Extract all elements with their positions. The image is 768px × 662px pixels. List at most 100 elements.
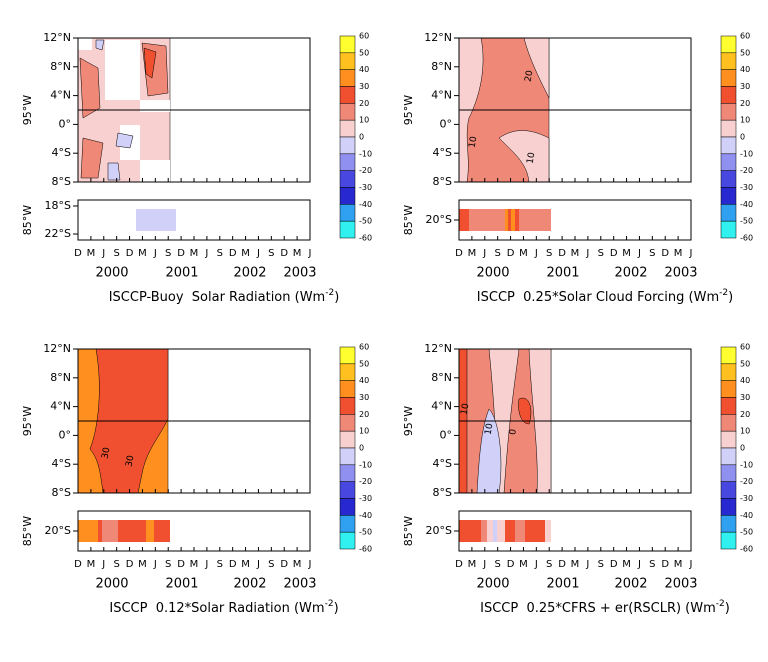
y-tick-label: 20°S (45, 524, 71, 537)
strip-cell (525, 520, 545, 542)
colorbar-label: 30 (359, 82, 369, 91)
x-tick-label: J (153, 248, 157, 259)
colorbar-label: 20 (740, 99, 750, 108)
contour-fill (518, 397, 532, 425)
colorbar-cell (720, 531, 737, 550)
y-tick-label: 8°S (52, 486, 71, 499)
x-tick-label: J (153, 559, 157, 570)
x-tick-label: D (126, 559, 134, 570)
x-tick-label: M (190, 559, 199, 570)
colorbar-cell (339, 481, 356, 499)
colorbar-cell (339, 69, 356, 87)
colorbar-label: 10 (359, 427, 369, 436)
x-tick-label: S (494, 559, 500, 570)
title-text: ISCCP 0.12*Solar Radiation (Wm (109, 601, 324, 616)
x-tick-label: S (268, 559, 274, 570)
colorbar-label: -20 (740, 477, 753, 486)
x-tick-label: J (585, 248, 589, 259)
strip-cell (481, 520, 487, 542)
colorbar-label: 60 (359, 32, 369, 41)
map-ylabel: 95°W (21, 406, 34, 436)
colorbar-cell (339, 187, 356, 205)
colorbar-cell (720, 170, 737, 188)
colorbar-label: 40 (359, 376, 369, 385)
colorbar-cell (339, 515, 356, 533)
x-tick-label: D (507, 559, 515, 570)
y-tick-label: 8°N (431, 60, 452, 73)
colorbar-label: -10 (359, 149, 372, 158)
colorbar-label: -30 (740, 183, 753, 192)
x-tick-label: D (455, 559, 463, 570)
year-label: 2003 (283, 577, 316, 592)
strip-cell (505, 209, 508, 231)
colorbar-label: 30 (740, 393, 750, 402)
x-tick-label: S (649, 248, 655, 259)
y-tick-label: 12°N (424, 342, 452, 355)
colorbar-label: 50 (740, 359, 750, 368)
colorbar-cell (339, 86, 356, 104)
map-ylabel: 95°W (21, 95, 34, 125)
x-tick-label: D (74, 248, 82, 259)
colorbar-cell (720, 430, 737, 449)
colorbar-label: -10 (740, 149, 753, 158)
colorbar-label: 40 (740, 65, 750, 74)
colorbar-label: 40 (740, 376, 750, 385)
y-tick-label: 20°S (426, 524, 452, 537)
title-close: ) (334, 290, 339, 305)
strip-cell (78, 520, 98, 542)
strip-ylabel: 85°W (402, 205, 415, 235)
colorbar-label: 50 (359, 48, 369, 57)
colorbar-label: -20 (359, 166, 372, 175)
colorbar-label: -40 (359, 200, 372, 209)
colorbar-cell (339, 119, 356, 138)
colorbar-cell (339, 498, 356, 516)
colorbar-label: 10 (740, 427, 750, 436)
title-text: ISCCP 0.25*CFRS + er(RSCLR) (Wm (480, 601, 716, 616)
x-tick-label: M (190, 248, 199, 259)
colorbar-cell (720, 204, 737, 222)
x-tick-label: M (138, 559, 147, 570)
colorbar-label: 20 (359, 410, 369, 419)
x-tick-label: D (610, 248, 618, 259)
colorbar-cell (720, 187, 737, 205)
title-close: ) (725, 601, 730, 616)
colorbar-label: -40 (359, 511, 372, 520)
colorbar-cell (720, 464, 737, 482)
colorbar-label: 50 (740, 48, 750, 57)
colorbar-cell (339, 220, 356, 239)
contour-label: 20 (524, 69, 536, 82)
y-tick-label: 0° (59, 428, 72, 441)
colorbar-cell (339, 170, 356, 188)
x-tick-label: D (229, 248, 237, 259)
colorbar-cell (720, 346, 737, 365)
x-tick-label: S (546, 559, 552, 570)
colorbar-cell (720, 447, 737, 466)
x-tick-label: M (571, 559, 580, 570)
colorbar-cell (720, 515, 737, 533)
map-ylabel: 95°W (402, 406, 415, 436)
year-label: 2001 (165, 266, 198, 281)
x-tick-label: J (204, 248, 208, 259)
colorbar-cell (720, 397, 737, 415)
strip-cell (98, 520, 102, 542)
contour-label: 10 (468, 135, 480, 148)
x-tick-label: S (598, 559, 604, 570)
colorbar-label: 10 (740, 116, 750, 125)
colorbar-label: 0 (359, 444, 364, 453)
strip-cell (459, 209, 469, 231)
x-tick-label: J (637, 248, 641, 259)
strip-cell (545, 520, 551, 542)
x-tick-label: D (507, 248, 515, 259)
contour-fill (79, 57, 101, 119)
y-tick-label: 8°S (52, 175, 71, 188)
colorbar-cell (339, 35, 356, 54)
x-tick-label: J (256, 248, 260, 259)
colorbar-label: -10 (359, 460, 372, 469)
colorbar-label: -20 (359, 477, 372, 486)
colorbar-cell (720, 69, 737, 87)
strip-cell (515, 209, 519, 231)
x-tick-label: M (138, 248, 147, 259)
